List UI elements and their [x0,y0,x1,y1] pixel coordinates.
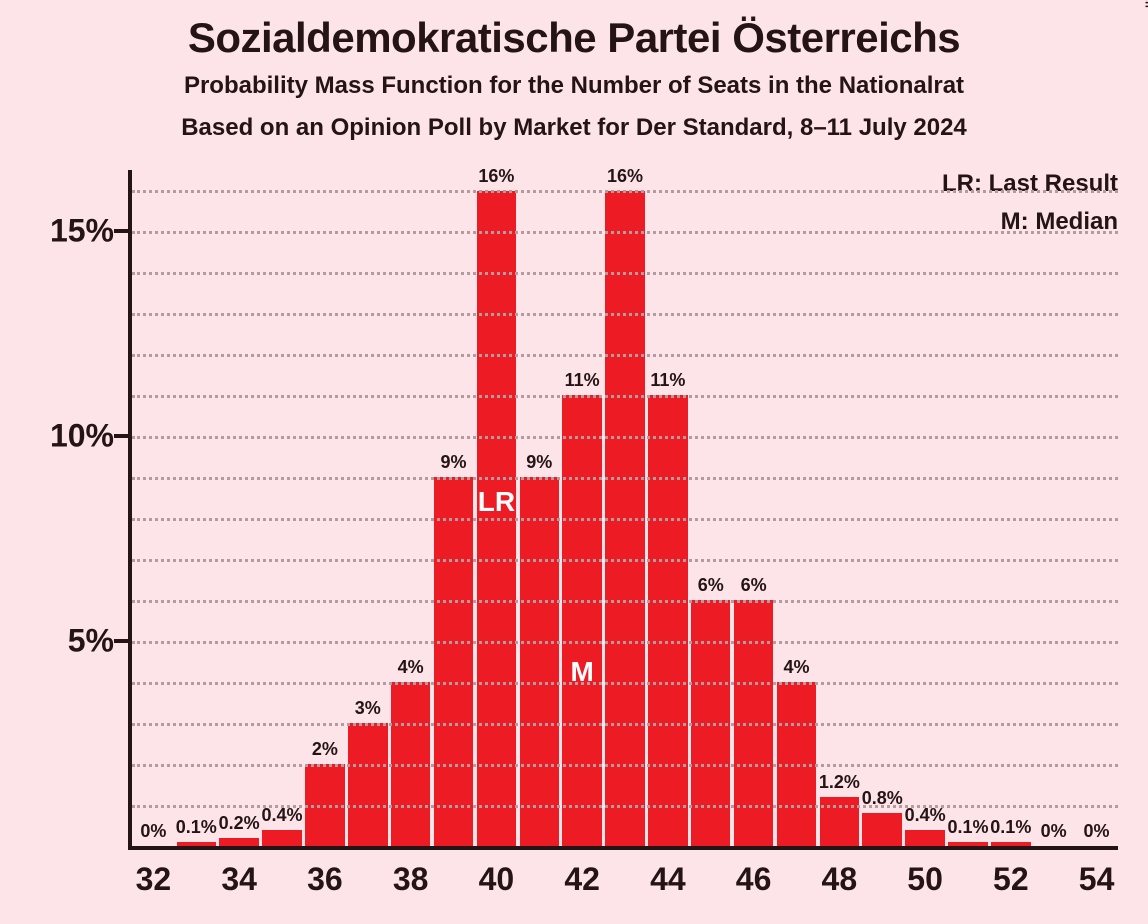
chart-container: Sozialdemokratische Partei Österreichs P… [0,0,1148,924]
bar-value-label: 3% [338,698,398,719]
y-tick [114,229,128,233]
grid-line [132,313,1118,316]
x-tick-label: 48 [822,861,858,898]
x-tick-label: 54 [1079,861,1115,898]
bar-value-label: 11% [552,370,612,391]
grid-line [132,231,1118,234]
bar [262,830,301,846]
bar-value-label: 16% [466,166,526,187]
x-tick-label: 50 [907,861,943,898]
y-tick-label: 10% [4,418,114,455]
bar-value-label: 0% [1067,821,1127,842]
grid-line [132,805,1118,808]
bar-value-label: 2% [295,739,355,760]
grid-line [132,190,1118,193]
grid-line [132,518,1118,521]
bar-value-label: 11% [638,370,698,391]
marker-last-result: LR [478,486,515,518]
x-tick-label: 38 [393,861,429,898]
bar [434,477,473,846]
x-tick-label: 34 [221,861,257,898]
x-axis [128,846,1118,850]
bar [648,395,687,846]
grid-line [132,600,1118,603]
grid-line [132,477,1118,480]
grid-line [132,354,1118,357]
chart-title: Sozialdemokratische Partei Österreichs [0,0,1148,62]
x-tick-label: 44 [650,861,686,898]
bar-value-label: 16% [595,166,655,187]
chart-subtitle-2: Based on an Opinion Poll by Market for D… [0,114,1148,142]
y-tick [114,434,128,438]
x-tick-label: 52 [993,861,1029,898]
bars-layer: 0%0.1%0.2%0.4%2%3%4%9%16%9%11%16%11%6%6%… [132,170,1118,846]
grid-line [132,641,1118,644]
x-tick-label: 46 [736,861,772,898]
copyright-text: © 2024 Filip van Laenen [1142,0,1148,8]
bar-value-label: 4% [381,657,441,678]
x-tick-label: 36 [307,861,343,898]
grid-line [132,682,1118,685]
y-tick [114,639,128,643]
grid-line [132,559,1118,562]
chart-subtitle: Probability Mass Function for the Number… [0,72,1148,100]
bar [562,395,601,846]
grid-line [132,723,1118,726]
bar [991,842,1030,846]
bar [177,842,216,846]
x-tick-label: 40 [479,861,515,898]
bar-value-label: 6% [724,575,784,596]
bar [348,723,387,846]
grid-line [132,272,1118,275]
bar [948,842,987,846]
x-tick-label: 42 [564,861,600,898]
bar-value-label: 9% [509,452,569,473]
grid-line [132,395,1118,398]
plot-area: 0%0.1%0.2%0.4%2%3%4%9%16%9%11%16%11%6%6%… [128,170,1118,850]
x-tick-label: 32 [136,861,172,898]
bar-value-label: 9% [424,452,484,473]
bar-value-label: 4% [766,657,826,678]
grid-line [132,436,1118,439]
y-tick-label: 5% [4,623,114,660]
grid-line [132,764,1118,767]
y-tick-label: 15% [4,213,114,250]
bar [520,477,559,846]
bar [219,838,258,846]
